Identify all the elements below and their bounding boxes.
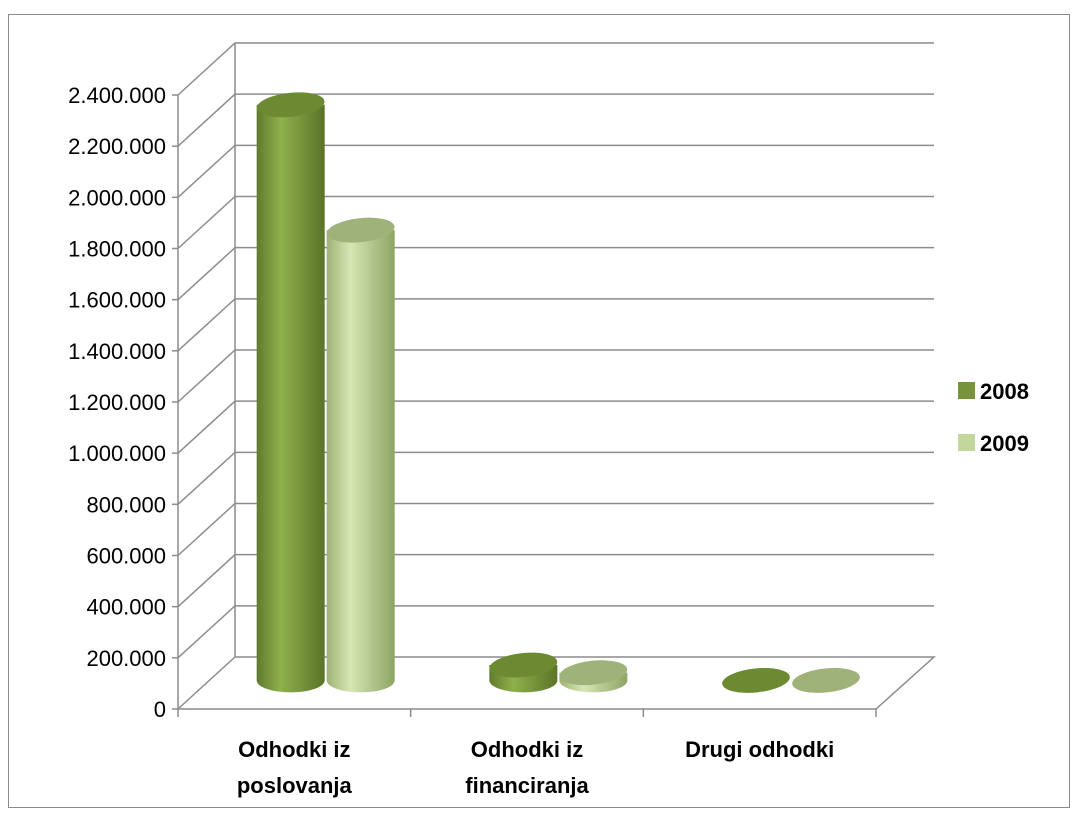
x-tick-label: Drugi odhodki bbox=[685, 737, 834, 762]
bar-2009-2 bbox=[792, 667, 860, 693]
y-tick-label: 1.000.000 bbox=[68, 441, 166, 466]
bar-2009-1 bbox=[559, 660, 628, 693]
y-tick-label: 1.800.000 bbox=[68, 237, 166, 262]
y-tick-label: 2.200.000 bbox=[68, 134, 166, 159]
gridline bbox=[177, 195, 934, 250]
legend: 2008 2009 bbox=[958, 379, 1029, 456]
bar-2008-1 bbox=[489, 652, 558, 693]
x-axis: Odhodki iz poslovanja Odhodki iz financiran… bbox=[177, 708, 877, 798]
y-tick-label: 200.000 bbox=[86, 646, 166, 671]
gridlines bbox=[177, 42, 934, 659]
bar-top bbox=[256, 92, 325, 118]
y-tick-label: 600.000 bbox=[86, 544, 166, 569]
gridline bbox=[177, 400, 934, 454]
gridline bbox=[177, 349, 934, 403]
bar-top bbox=[326, 217, 395, 243]
legend-label: 2009 bbox=[980, 431, 1029, 456]
bar-body bbox=[256, 104, 325, 693]
floor-outline bbox=[177, 656, 936, 710]
bar-2008-2 bbox=[722, 667, 790, 693]
legend-swatch bbox=[958, 382, 975, 399]
y-tick-label: 1.400.000 bbox=[68, 339, 166, 364]
bar-top bbox=[792, 667, 860, 693]
gridline bbox=[177, 93, 934, 147]
x-tick-label: Odhodki iz poslovanja bbox=[237, 737, 353, 798]
gridline bbox=[177, 246, 934, 301]
bar-2008-0 bbox=[256, 92, 325, 693]
legend-item-2009: 2009 bbox=[958, 431, 1029, 456]
y-axis: 0 200.000 400.000 600.000 800.000 1.000.000 1.… bbox=[68, 83, 179, 722]
y-tick-label: 800.000 bbox=[86, 492, 166, 517]
y-tick-label: 2.400.000 bbox=[68, 83, 166, 108]
gridline bbox=[177, 553, 934, 608]
bar-2009-0 bbox=[326, 217, 395, 693]
y-tick-label: 0 bbox=[154, 697, 166, 722]
legend-swatch bbox=[958, 434, 975, 451]
gridline bbox=[177, 451, 934, 505]
legend-label: 2008 bbox=[980, 379, 1029, 404]
gridline bbox=[177, 144, 934, 198]
y-tick-label: 400.000 bbox=[86, 595, 166, 620]
bar-top bbox=[722, 667, 790, 693]
y-tick-label: 1.600.000 bbox=[68, 288, 166, 313]
y-tick-label: 2.000.000 bbox=[68, 185, 166, 210]
y-tick-label: 1.200.000 bbox=[68, 390, 166, 415]
bars bbox=[256, 92, 860, 693]
gridline bbox=[177, 42, 934, 96]
legend-item-2008: 2008 bbox=[958, 379, 1029, 404]
gridline bbox=[177, 298, 934, 352]
bar-top bbox=[489, 652, 558, 678]
gridline bbox=[177, 502, 934, 557]
gridline bbox=[177, 605, 934, 659]
x-tick-label: Odhodki iz financiranja bbox=[465, 737, 589, 798]
bar-top bbox=[559, 660, 628, 686]
bar-body bbox=[326, 230, 395, 693]
